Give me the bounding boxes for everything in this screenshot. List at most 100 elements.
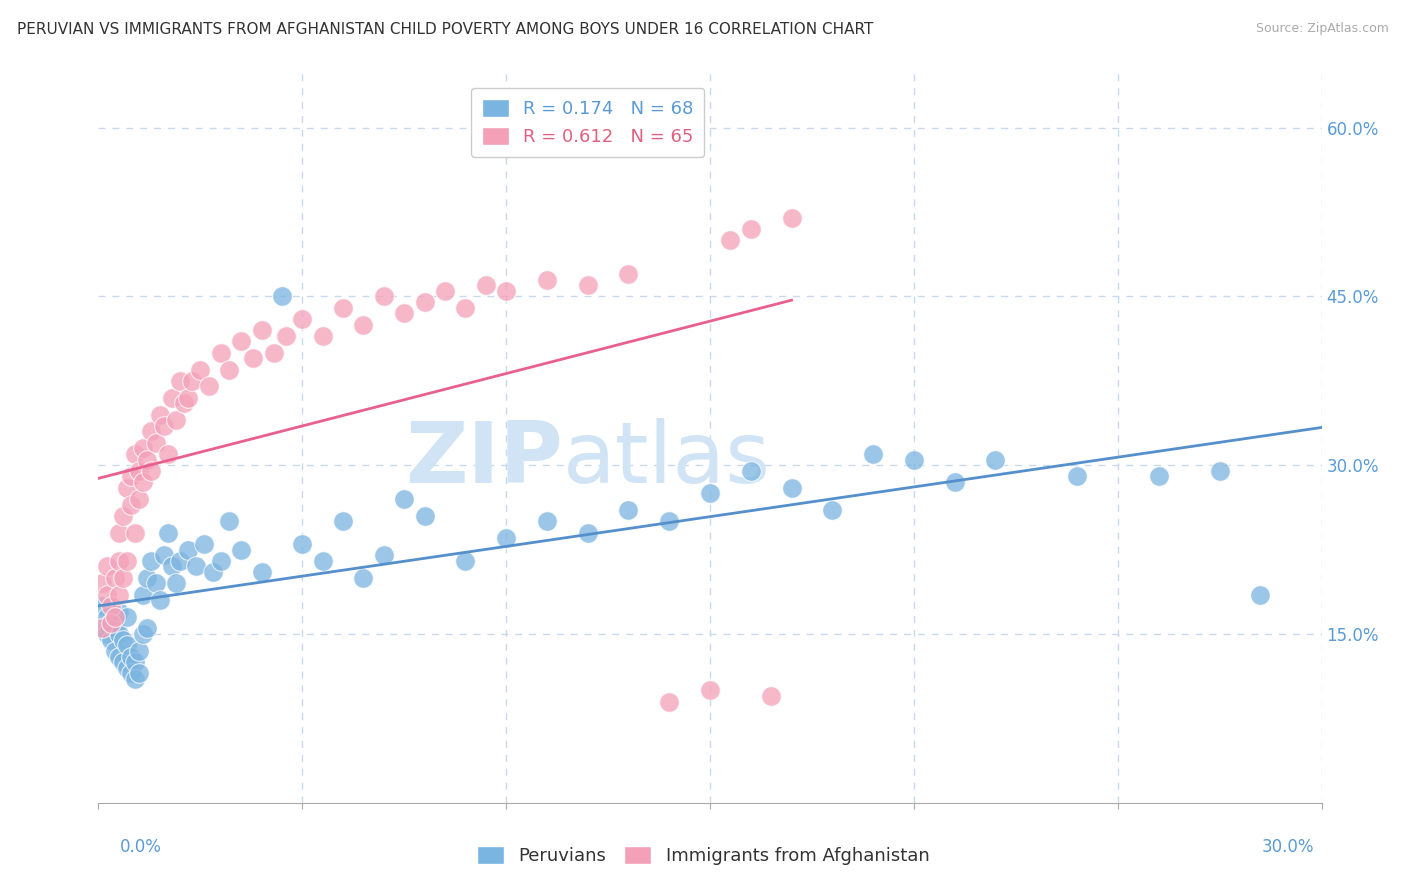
Point xyxy=(474,278,498,293)
Text: Source: ZipAtlas.com: Source: ZipAtlas.com xyxy=(1256,22,1389,36)
Point xyxy=(495,532,517,546)
Point xyxy=(943,475,966,489)
Point xyxy=(780,211,803,225)
Point xyxy=(218,515,240,529)
Point xyxy=(160,391,183,405)
Point xyxy=(312,328,335,343)
Point xyxy=(156,525,179,540)
Point xyxy=(332,301,354,315)
Point xyxy=(115,610,138,624)
Point xyxy=(96,627,118,641)
Point xyxy=(128,464,150,478)
Point xyxy=(1066,469,1088,483)
Point xyxy=(373,548,395,562)
Point xyxy=(413,295,436,310)
Point xyxy=(740,464,762,478)
Point xyxy=(104,571,127,585)
Point xyxy=(209,345,232,359)
Point xyxy=(91,621,114,635)
Point xyxy=(495,284,517,298)
Point xyxy=(115,661,138,675)
Point xyxy=(173,396,195,410)
Point xyxy=(536,515,558,529)
Point xyxy=(100,615,122,630)
Point xyxy=(218,362,240,376)
Point xyxy=(152,418,174,433)
Point xyxy=(136,452,159,467)
Point xyxy=(617,503,640,517)
Point xyxy=(108,627,131,641)
Point xyxy=(108,649,131,664)
Text: ZIP: ZIP xyxy=(405,417,564,500)
Point xyxy=(132,442,155,456)
Point xyxy=(188,362,212,376)
Point xyxy=(141,554,163,568)
Point xyxy=(115,481,138,495)
Point xyxy=(156,447,179,461)
Point xyxy=(91,599,114,613)
Point xyxy=(209,554,232,568)
Point xyxy=(96,559,118,574)
Point xyxy=(124,672,146,686)
Point xyxy=(373,289,395,303)
Point xyxy=(100,632,122,647)
Point xyxy=(141,464,163,478)
Point xyxy=(149,593,172,607)
Point xyxy=(124,447,146,461)
Point xyxy=(242,351,264,366)
Point xyxy=(96,610,118,624)
Point xyxy=(903,452,925,467)
Point xyxy=(91,576,114,591)
Point xyxy=(169,554,191,568)
Point xyxy=(100,599,122,613)
Point xyxy=(352,318,374,332)
Point xyxy=(96,588,118,602)
Point xyxy=(108,588,131,602)
Point xyxy=(1147,469,1170,483)
Point xyxy=(120,649,142,664)
Point xyxy=(1209,464,1232,478)
Point xyxy=(115,638,138,652)
Point xyxy=(120,666,142,681)
Point xyxy=(108,525,131,540)
Point xyxy=(165,413,187,427)
Point xyxy=(145,576,167,591)
Point xyxy=(124,525,146,540)
Point xyxy=(132,475,155,489)
Point xyxy=(250,323,273,337)
Point xyxy=(111,655,134,669)
Point xyxy=(181,374,204,388)
Point xyxy=(332,515,354,529)
Point xyxy=(576,525,599,540)
Text: 0.0%: 0.0% xyxy=(120,838,162,855)
Point xyxy=(617,267,640,281)
Point xyxy=(128,491,150,506)
Point xyxy=(312,554,335,568)
Point xyxy=(91,621,114,635)
Point xyxy=(165,576,187,591)
Point xyxy=(454,554,477,568)
Point xyxy=(699,486,721,500)
Point xyxy=(111,632,134,647)
Point xyxy=(186,559,208,574)
Point xyxy=(145,435,167,450)
Point xyxy=(149,408,172,422)
Point xyxy=(392,306,416,320)
Point xyxy=(231,334,253,349)
Point xyxy=(434,284,457,298)
Point xyxy=(718,233,742,247)
Point xyxy=(270,289,294,303)
Text: 30.0%: 30.0% xyxy=(1263,838,1315,855)
Point xyxy=(160,559,183,574)
Point xyxy=(169,374,191,388)
Point xyxy=(291,312,314,326)
Point xyxy=(761,689,783,703)
Point xyxy=(413,508,436,523)
Point xyxy=(197,379,219,393)
Point xyxy=(231,542,253,557)
Point xyxy=(177,391,200,405)
Point xyxy=(536,272,558,286)
Point xyxy=(699,683,721,698)
Point xyxy=(115,554,138,568)
Point xyxy=(108,554,131,568)
